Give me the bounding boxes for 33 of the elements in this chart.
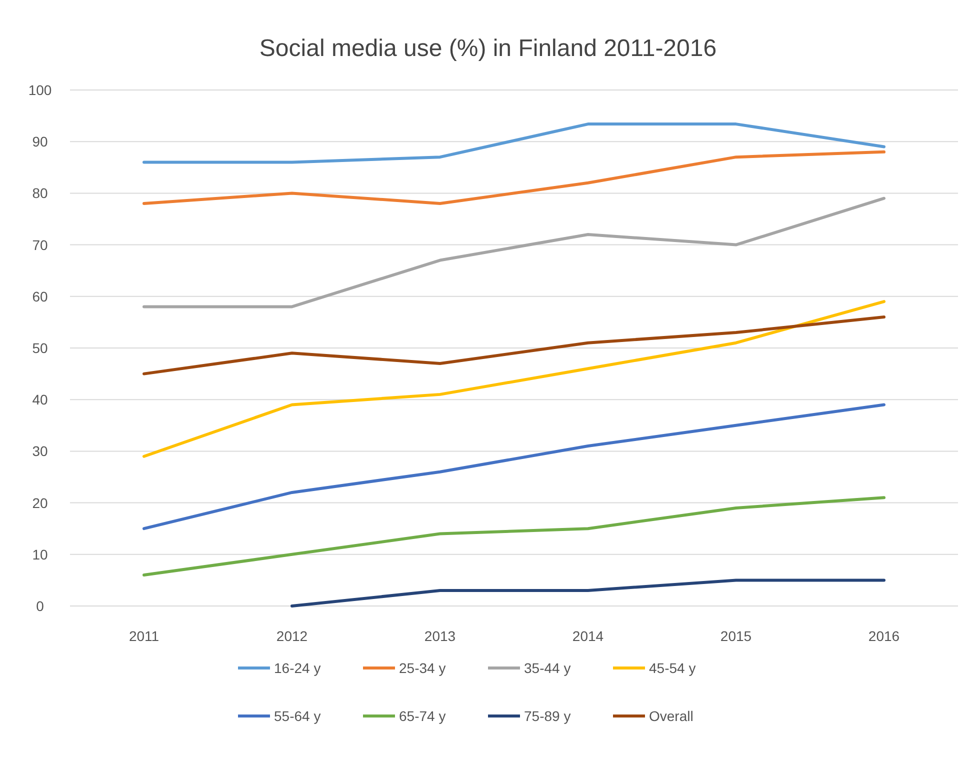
line-series — [142, 300, 886, 458]
y-tick-label: 30 — [32, 443, 48, 460]
y-tick-label: 90 — [32, 134, 48, 150]
line-series — [142, 496, 886, 577]
y-tick-label: 10 — [32, 546, 48, 562]
x-tick-label: 2015 — [720, 628, 752, 644]
y-tick-label: 80 — [32, 185, 48, 202]
x-tick-label: 2012 — [276, 628, 308, 644]
x-tick-label: 2013 — [424, 628, 456, 644]
y-tick-label: 20 — [32, 494, 48, 511]
legend-label: 65-74 y — [399, 708, 446, 724]
y-tick-label: 70 — [32, 236, 48, 253]
line-series — [142, 196, 886, 308]
legend-label: Overall — [649, 708, 694, 724]
line-series — [142, 316, 886, 376]
legend-label: 45-54 y — [649, 660, 696, 676]
x-tick-label: 2016 — [868, 628, 900, 644]
legend-label: 55-64 y — [274, 708, 321, 724]
line-series — [142, 150, 886, 206]
x-tick-label: 2014 — [572, 628, 604, 644]
line-series — [142, 403, 886, 530]
legend-label: 16-24 y — [274, 660, 321, 676]
y-tick-label: 0 — [36, 598, 44, 614]
x-tick-label: 2011 — [128, 628, 160, 644]
y-tick-label: 60 — [32, 288, 48, 304]
legend-label: 75-89 y — [524, 708, 571, 724]
chart-title: Social media use (%) in Finland 2011-2016 — [259, 35, 717, 62]
legend-label: 35-44 y — [524, 660, 571, 676]
y-tick-label: 50 — [32, 340, 48, 356]
y-tick-label: 100 — [28, 82, 52, 98]
y-tick-label: 40 — [32, 392, 48, 408]
legend-label: 25-34 y — [399, 660, 446, 676]
line-series — [142, 122, 886, 164]
